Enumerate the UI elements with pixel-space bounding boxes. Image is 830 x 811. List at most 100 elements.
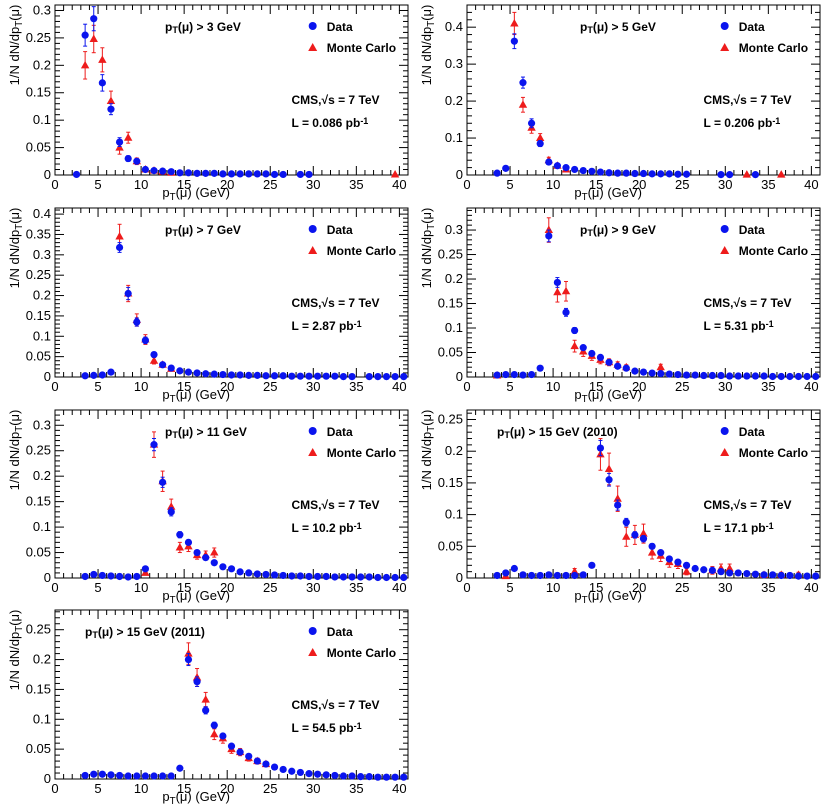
x-tick-label: 40 xyxy=(804,580,818,595)
x-tick-label: 10 xyxy=(134,177,148,192)
data-point xyxy=(159,167,167,175)
data-point xyxy=(124,573,132,581)
x-axis-label: pT​(μ) (GeV) xyxy=(574,387,642,405)
data-point xyxy=(803,572,811,580)
data-point xyxy=(124,289,132,298)
data-point xyxy=(769,372,777,381)
data-point xyxy=(184,368,193,376)
x-tick-label: 5 xyxy=(506,379,513,394)
data-point xyxy=(374,573,382,582)
data-point xyxy=(270,571,279,579)
data-point xyxy=(571,326,579,335)
legend-data-marker xyxy=(720,427,729,435)
data-point xyxy=(622,169,630,177)
x-tick-label: 5 xyxy=(94,580,101,595)
x-tick-label: 20 xyxy=(220,379,234,394)
y-tick-label: 0.1 xyxy=(33,711,51,726)
x-tick-label: 30 xyxy=(718,379,732,394)
data-point xyxy=(374,773,382,781)
x-tick-label: 20 xyxy=(632,580,646,595)
experiment-label: CMS,√s = 7 TeV xyxy=(704,296,792,310)
y-tick-label: 0.05 xyxy=(26,741,51,756)
data-point xyxy=(725,569,734,577)
data-point xyxy=(657,549,665,557)
x-tick-label: 40 xyxy=(804,379,818,394)
y-tick-label: 0 xyxy=(44,369,51,384)
data-point xyxy=(313,770,322,778)
data-point xyxy=(562,308,570,316)
data-point xyxy=(365,573,373,581)
y-tick-label: 0 xyxy=(456,369,463,384)
panel-title: pT​(μ) > 7 GeV xyxy=(165,223,241,238)
data-point xyxy=(717,171,725,179)
mc-point xyxy=(570,341,579,350)
luminosity-label: L = 17.1 pb-1 xyxy=(704,521,774,535)
luminosity-label: L = 2.87 pb-1 xyxy=(292,319,362,333)
data-point xyxy=(202,706,210,714)
data-point xyxy=(141,336,150,344)
data-point xyxy=(674,558,682,566)
data-point xyxy=(305,770,313,778)
mc-point xyxy=(123,133,133,141)
data-point xyxy=(245,371,253,379)
data-point xyxy=(202,370,210,378)
data-point xyxy=(657,369,665,378)
y-tick-label: 0.25 xyxy=(26,443,51,458)
data-point xyxy=(81,372,89,380)
data-point xyxy=(794,372,803,381)
data-point xyxy=(786,372,794,381)
y-tick-label: 0.3 xyxy=(33,2,51,17)
data-point xyxy=(734,569,742,577)
data-point xyxy=(691,564,699,573)
data-point xyxy=(708,371,716,380)
legend-data-label: Data xyxy=(739,223,765,237)
y-tick-label: 0.4 xyxy=(445,19,463,34)
y-axis-label: 1/N dN/dpT​(μ) xyxy=(419,410,437,491)
y-tick-label: 0.15 xyxy=(26,494,51,509)
legend-data-marker xyxy=(308,22,317,30)
x-tick-label: 40 xyxy=(392,379,406,394)
legend-mc-label: Monte Carlo xyxy=(739,41,808,55)
data-point xyxy=(90,371,98,379)
experiment-label: CMS,√s = 7 TeV xyxy=(292,93,380,107)
data-point xyxy=(167,508,175,516)
x-tick-label: 25 xyxy=(675,580,689,595)
data-point xyxy=(296,170,304,179)
data-point xyxy=(357,573,365,581)
data-point xyxy=(141,165,150,174)
legend-data-label: Data xyxy=(327,425,353,439)
data-point xyxy=(691,371,699,379)
legend-data-label: Data xyxy=(327,20,353,34)
y-tick-label: 0.15 xyxy=(26,681,51,696)
luminosity-label: L = 54.5 pb-1 xyxy=(292,721,362,735)
data-point xyxy=(708,566,716,574)
data-point xyxy=(331,771,339,780)
legend-data-marker xyxy=(308,427,317,435)
data-point xyxy=(777,372,785,381)
data-point xyxy=(545,571,553,579)
mc-point xyxy=(604,464,614,472)
data-point xyxy=(571,571,579,580)
data-point xyxy=(245,170,253,178)
data-point xyxy=(725,372,734,380)
x-tick-label: 25 xyxy=(675,379,689,394)
y-axis-label: 1/N dN/dpT​(μ) xyxy=(7,610,25,691)
mc-point xyxy=(622,532,631,540)
data-point xyxy=(665,555,673,563)
data-point xyxy=(313,572,322,581)
x-tick-label: 25 xyxy=(263,379,277,394)
data-point xyxy=(545,158,553,166)
y-tick-label: 0.05 xyxy=(438,538,463,553)
x-tick-label: 25 xyxy=(263,781,277,796)
data-point xyxy=(769,571,777,579)
data-point xyxy=(176,764,184,772)
mc-point xyxy=(210,729,219,738)
y-tick-label: 0.15 xyxy=(26,308,51,323)
data-point xyxy=(382,573,391,582)
y-tick-label: 0.1 xyxy=(445,320,463,335)
data-point xyxy=(812,372,820,381)
x-tick-label: 10 xyxy=(134,379,148,394)
data-point xyxy=(751,570,760,578)
data-point xyxy=(184,169,193,177)
